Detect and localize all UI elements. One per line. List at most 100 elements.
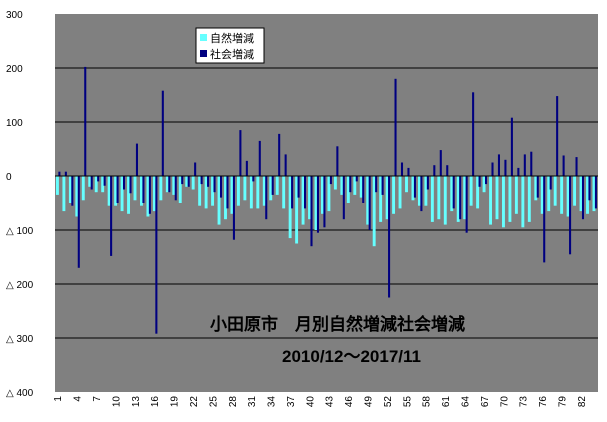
bar-social: [155, 176, 158, 334]
legend-swatch-social: [200, 50, 207, 57]
bar-natural: [101, 176, 105, 193]
x-tick-label: 58: [422, 396, 433, 408]
bar-social: [452, 176, 455, 209]
bar-natural: [62, 176, 66, 212]
bar-natural: [592, 176, 596, 212]
bar-social: [58, 171, 61, 176]
bar-natural: [107, 176, 111, 206]
bar-social: [252, 176, 255, 182]
bar-natural: [353, 176, 357, 195]
bar-social: [536, 176, 539, 198]
bar-natural: [236, 176, 240, 206]
x-tick-label: 28: [228, 396, 239, 408]
bar-social: [291, 176, 294, 209]
bar-natural: [521, 176, 525, 228]
bar-natural: [314, 176, 318, 230]
bar-social: [407, 167, 410, 176]
bar-social: [103, 176, 106, 186]
bar-social: [77, 176, 80, 268]
bar-social: [258, 140, 261, 176]
bar-social: [161, 90, 164, 176]
plot-area: [55, 14, 598, 392]
bar-social: [465, 176, 468, 233]
bar-natural: [573, 176, 577, 206]
bar-social: [342, 176, 345, 220]
bar-natural: [333, 176, 337, 190]
bar-social: [284, 154, 287, 176]
bar-natural: [456, 176, 460, 222]
bar-natural: [230, 176, 234, 214]
bar-natural: [256, 176, 260, 209]
bar-natural: [547, 176, 551, 212]
y-tick-label: △ 400: [6, 388, 34, 399]
bar-social: [394, 78, 397, 176]
bar-social: [142, 176, 145, 203]
bar-natural: [482, 176, 486, 193]
bar-natural: [94, 176, 98, 193]
bar-natural: [159, 176, 163, 201]
bar-natural: [301, 176, 305, 225]
y-tick-label: 300: [6, 10, 23, 21]
bar-social: [297, 176, 300, 198]
bar-natural: [282, 176, 286, 209]
bar-natural: [502, 176, 505, 228]
bar-natural: [430, 176, 434, 222]
x-tick-label: 43: [325, 396, 336, 408]
x-tick-label: 52: [383, 396, 394, 408]
bar-social: [362, 176, 365, 203]
bar-natural: [508, 176, 512, 222]
bar-social: [97, 176, 100, 182]
bar-natural: [379, 176, 383, 222]
bar-social: [426, 176, 429, 190]
y-tick-label: 200: [6, 64, 23, 75]
x-tick-label: 22: [189, 396, 200, 408]
bar-social: [135, 143, 138, 176]
bar-natural: [553, 176, 557, 206]
bar-social: [504, 159, 507, 176]
x-tick-label: 67: [480, 396, 491, 408]
bar-social: [148, 176, 151, 214]
x-tick-label: 76: [538, 396, 549, 408]
x-tick-label: 10: [111, 396, 122, 408]
bar-social: [420, 176, 423, 212]
x-tick-label: 49: [364, 396, 375, 408]
bar-social: [232, 176, 235, 240]
bar-natural: [133, 176, 137, 201]
bar-social: [194, 162, 197, 176]
bar-natural: [489, 176, 492, 225]
bar-social: [562, 155, 565, 176]
bar-social: [400, 162, 404, 176]
bar-social: [388, 176, 391, 298]
bar-social: [200, 176, 203, 185]
bar-social: [446, 165, 449, 176]
bar-natural: [540, 176, 544, 214]
bar-natural: [288, 176, 292, 239]
bar-social: [433, 165, 436, 176]
bar-social: [556, 96, 559, 176]
bar-social: [381, 176, 384, 195]
bar-natural: [146, 176, 150, 217]
bar-natural: [340, 176, 344, 195]
x-tick-label: 31: [247, 396, 258, 408]
bar-social: [168, 176, 171, 193]
bar-social: [478, 176, 481, 187]
bar-social: [336, 146, 339, 176]
bar-natural: [224, 176, 227, 220]
bar-social: [485, 176, 488, 185]
bar-social: [472, 92, 475, 176]
bar-social: [226, 176, 229, 209]
bar-social: [375, 176, 378, 193]
legend-box: [195, 27, 265, 64]
bar-natural: [359, 176, 363, 198]
bar-natural: [437, 176, 441, 220]
bar-social: [187, 176, 190, 187]
bar-social: [355, 176, 358, 182]
bar-natural: [385, 176, 389, 220]
bar-natural: [295, 176, 299, 244]
bar-natural: [191, 176, 195, 190]
bar-social: [549, 176, 552, 190]
bar-natural: [405, 176, 408, 193]
bars: [55, 66, 597, 334]
